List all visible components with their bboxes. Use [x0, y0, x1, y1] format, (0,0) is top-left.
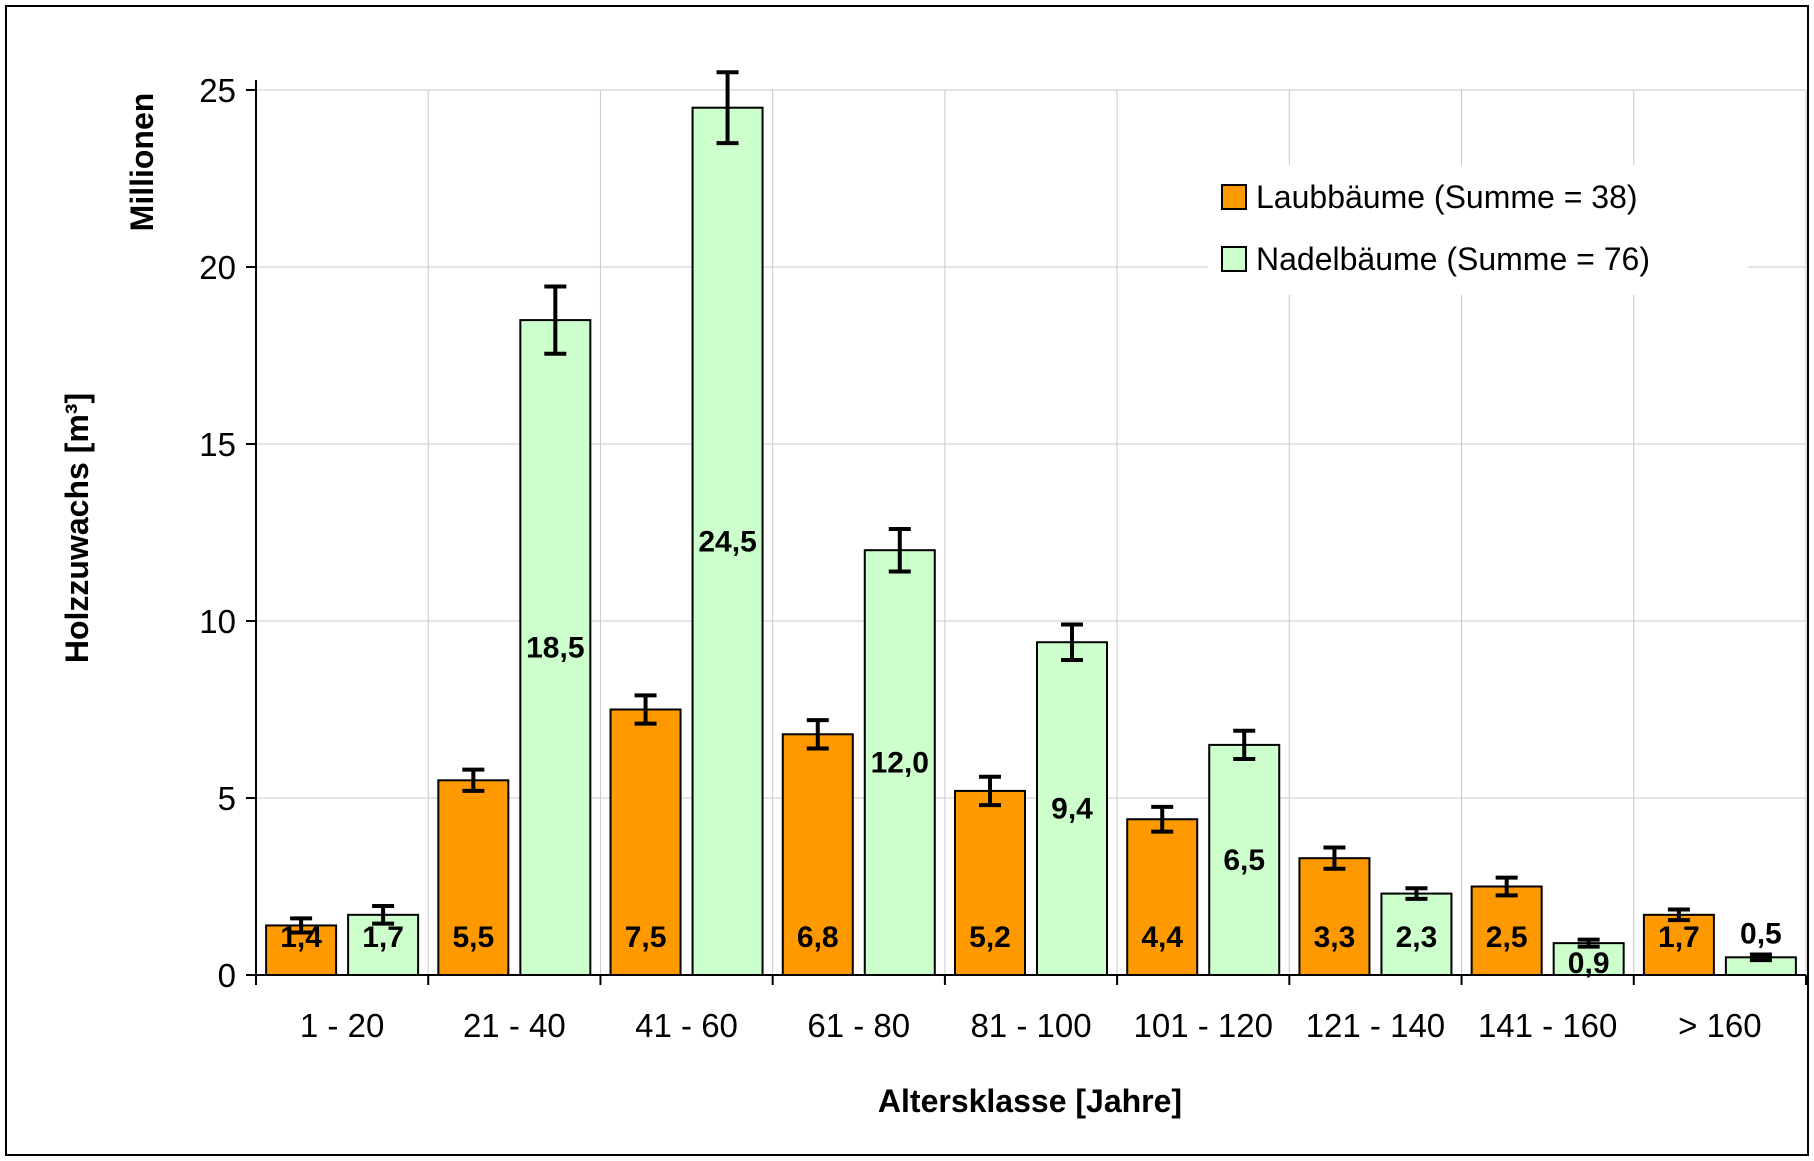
x-tick-label: 41 - 60 — [635, 1007, 738, 1044]
bar — [1036, 641, 1108, 976]
grid-lines — [256, 89, 1807, 975]
x-tick-label: 81 - 100 — [970, 1007, 1091, 1044]
y-tick-label: 10 — [199, 603, 236, 640]
y-axis-ticks: 0 5 10 15 20 25 — [199, 72, 236, 994]
x-tick-label: 141 - 160 — [1478, 1007, 1617, 1044]
x-tick-label: 21 - 40 — [463, 1007, 566, 1044]
data-label: 1,4 — [280, 921, 322, 954]
x-tick-label: 61 - 80 — [807, 1007, 910, 1044]
data-label: 1,7 — [362, 921, 404, 954]
axes — [246, 80, 1807, 985]
legend-swatch — [1221, 184, 1247, 210]
y-tick-label: 0 — [218, 957, 236, 994]
data-label: 2,3 — [1396, 921, 1438, 954]
legend-swatch — [1221, 246, 1247, 272]
y-tick-label: 15 — [199, 426, 236, 463]
y-axis-title: Holzzuwachs [m³] — [59, 393, 95, 663]
data-label: 7,5 — [625, 921, 667, 954]
data-label: 6,5 — [1223, 844, 1265, 877]
y-tick-label: 5 — [218, 780, 236, 817]
bar — [954, 789, 1026, 976]
bar — [1298, 857, 1371, 976]
bar — [781, 733, 854, 977]
data-label: 24,5 — [698, 525, 756, 558]
data-label: 3,3 — [1314, 921, 1356, 954]
data-label: 1,7 — [1658, 921, 1700, 954]
x-axis-title: Altersklasse [Jahre] — [878, 1083, 1182, 1119]
x-tick-label: 1 - 20 — [300, 1007, 384, 1044]
y-tick-label: 20 — [199, 249, 236, 286]
data-label: 9,4 — [1051, 793, 1093, 826]
y-tick-label: 25 — [199, 72, 236, 109]
x-tick-label: 101 - 120 — [1133, 1007, 1272, 1044]
legend: Laubbäume (Summe = 38) Nadelbäume (Summe … — [1208, 165, 1748, 295]
x-tick-label: > 160 — [1678, 1007, 1762, 1044]
data-label: 18,5 — [526, 632, 584, 665]
data-label: 6,8 — [797, 921, 839, 954]
y-axis-unit-label: Millionen — [124, 93, 160, 232]
data-label: 2,5 — [1486, 921, 1528, 954]
legend-label: Nadelbäume (Summe = 76) — [1256, 241, 1650, 277]
x-tick-label: 121 - 140 — [1306, 1007, 1445, 1044]
data-label: 4,4 — [1141, 921, 1183, 954]
bar — [691, 106, 764, 976]
x-axis-ticks: 1 - 20 21 - 40 41 - 60 61 - 80 81 - 100 101 -… — [300, 1007, 1762, 1044]
data-label: 5,5 — [452, 921, 494, 954]
legend-label: Laubbäume (Summe = 38) — [1256, 179, 1638, 215]
data-label: 0,5 — [1740, 917, 1782, 950]
data-label: 12,0 — [871, 747, 929, 780]
data-label: 5,2 — [969, 921, 1011, 954]
bars: 1,4 5,5 7,5 6,8 5,2 4,4 3,3 2,5 1,7 1,7 18,5 24,5 12… — [265, 70, 1797, 980]
bar — [863, 549, 936, 976]
legend-background — [1208, 165, 1748, 295]
